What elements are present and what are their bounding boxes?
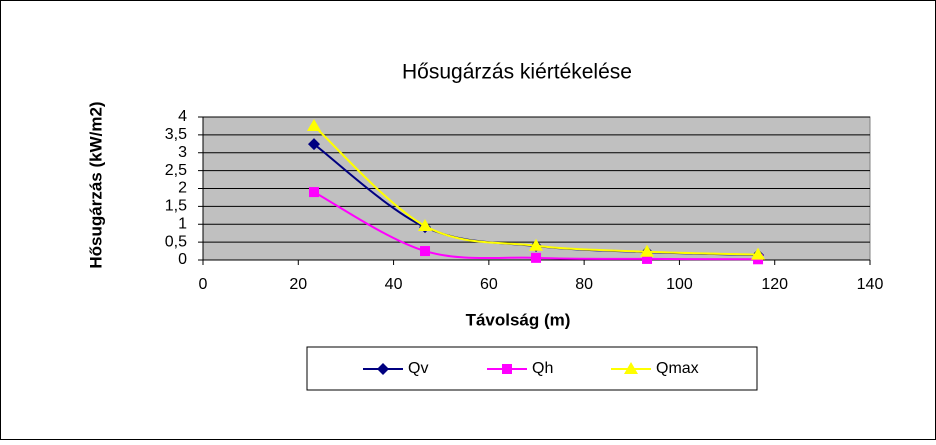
marker: [420, 246, 431, 257]
marker: [529, 238, 544, 251]
legend-label: Qh: [532, 360, 553, 377]
marker: [308, 138, 321, 151]
legend-label: Qmax: [656, 360, 699, 377]
marker: [642, 253, 653, 264]
marker: [531, 252, 542, 263]
y-tick-label: 2: [178, 180, 187, 197]
marker: [307, 118, 322, 131]
x-tick-label: 140: [857, 276, 884, 293]
y-tick-label: 1: [178, 215, 187, 232]
x-tick-label: 80: [575, 276, 593, 293]
x-tick-label: 60: [480, 276, 498, 293]
legend-label: Qv: [408, 360, 428, 377]
y-tick-label: 3,5: [165, 126, 187, 143]
y-tick-label: 0,5: [165, 233, 187, 250]
legend-marker: [502, 364, 512, 374]
y-tick-label: 0: [178, 251, 187, 268]
x-tick-label: 100: [666, 276, 693, 293]
y-tick-label: 2,5: [165, 162, 187, 179]
x-axis-label: Távolság (m): [466, 310, 571, 329]
y-tick-label: 3: [178, 144, 187, 161]
legend-marker: [624, 362, 638, 374]
y-tick-label: 4: [178, 108, 187, 125]
legend-marker: [377, 363, 389, 375]
x-tick-label: 120: [761, 276, 788, 293]
chart-title: Hősugárzás kiértékelése: [402, 61, 632, 84]
x-tick-label: 0: [199, 276, 208, 293]
marker: [640, 244, 655, 257]
marker: [309, 187, 320, 198]
x-tick-label: 20: [289, 276, 307, 293]
y-tick-label: 1,5: [165, 198, 187, 215]
marker: [418, 219, 433, 232]
x-tick-label: 40: [385, 276, 403, 293]
y-axis-label: Hősugárzás (kW/m2): [86, 101, 105, 268]
marker: [751, 247, 766, 260]
